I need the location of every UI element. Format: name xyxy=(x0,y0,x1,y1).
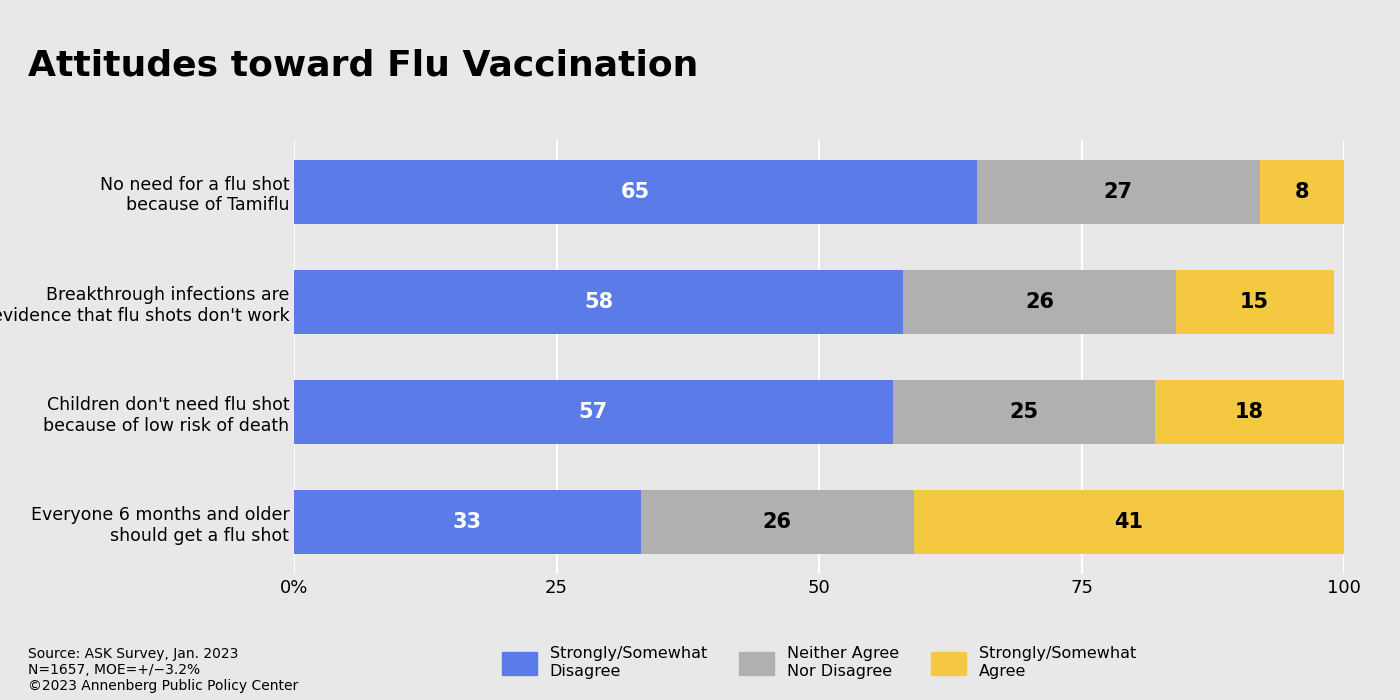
Bar xyxy=(893,380,1155,444)
Bar xyxy=(641,491,913,554)
Bar xyxy=(294,160,977,223)
Bar xyxy=(294,491,641,554)
Bar xyxy=(294,380,893,444)
Text: Attitudes toward Flu Vaccination: Attitudes toward Flu Vaccination xyxy=(28,49,699,83)
Text: 65: 65 xyxy=(620,182,650,202)
Text: 18: 18 xyxy=(1235,402,1264,422)
Bar xyxy=(913,491,1344,554)
Text: 57: 57 xyxy=(578,402,608,422)
Legend: Strongly/Somewhat
Disagree, Neither Agree
Nor Disagree, Strongly/Somewhat
Agree: Strongly/Somewhat Disagree, Neither Agre… xyxy=(496,640,1142,685)
Bar xyxy=(1176,270,1333,334)
Text: 27: 27 xyxy=(1103,182,1133,202)
Bar xyxy=(294,270,903,334)
Text: 25: 25 xyxy=(1009,402,1039,422)
Text: Source: ASK Survey, Jan. 2023
N=1657, MOE=+/−3.2%
©2023 Annenberg Public Policy : Source: ASK Survey, Jan. 2023 N=1657, MO… xyxy=(28,647,298,693)
Text: 26: 26 xyxy=(1025,292,1054,312)
Bar xyxy=(1155,380,1344,444)
Text: 41: 41 xyxy=(1114,512,1144,532)
Bar xyxy=(1260,160,1344,223)
Text: 58: 58 xyxy=(584,292,613,312)
Bar xyxy=(903,270,1176,334)
Text: 33: 33 xyxy=(452,512,482,532)
Text: 8: 8 xyxy=(1295,182,1309,202)
Text: 26: 26 xyxy=(763,512,791,532)
Bar xyxy=(977,160,1260,223)
Text: 15: 15 xyxy=(1240,292,1270,312)
